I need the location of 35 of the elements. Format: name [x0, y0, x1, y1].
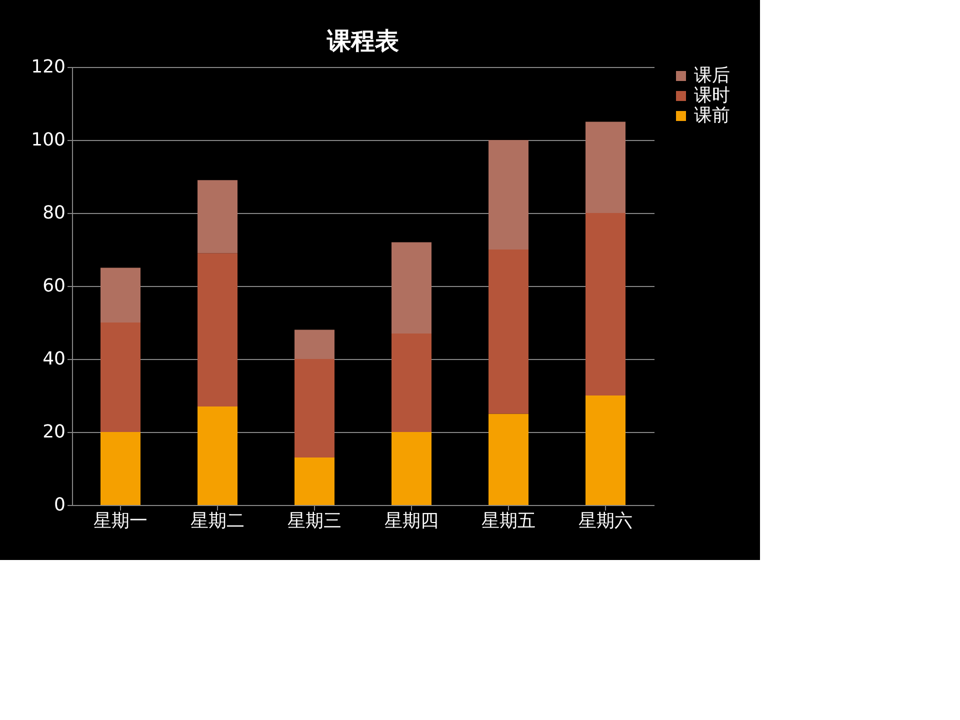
- bar: [488, 414, 528, 505]
- bar: [586, 213, 626, 396]
- x-tick-label: 星期六: [578, 510, 632, 532]
- y-tick-label: 100: [31, 130, 66, 150]
- bar: [488, 140, 528, 250]
- chart-title: 课程表: [326, 27, 399, 55]
- y-tick-label: 60: [42, 276, 66, 296]
- legend-label: 课时: [694, 85, 730, 106]
- bar: [586, 396, 626, 505]
- x-tick-label: 星期五: [482, 510, 536, 532]
- bar: [294, 359, 334, 458]
- bar: [198, 406, 238, 505]
- y-tick-label: 40: [42, 348, 66, 370]
- y-tick-label: 20: [42, 422, 66, 442]
- legend-label: 课前: [694, 105, 730, 126]
- y-tick-label: 80: [42, 202, 66, 224]
- bar: [392, 242, 432, 334]
- y-tick-label: 0: [54, 494, 66, 516]
- y-tick-label: 120: [31, 56, 66, 78]
- bar: [100, 432, 140, 505]
- x-tick-label: 星期四: [384, 510, 438, 532]
- x-tick-label: 星期二: [190, 510, 244, 532]
- bar: [488, 250, 528, 414]
- x-tick-label: 星期一: [94, 510, 148, 532]
- x-tick-label: 星期三: [288, 510, 342, 532]
- bar: [198, 180, 238, 254]
- bar: [198, 253, 238, 406]
- bar: [294, 330, 334, 359]
- bar: [586, 122, 626, 213]
- bar: [294, 458, 334, 505]
- bar: [100, 322, 140, 432]
- legend-label: 课后: [694, 65, 730, 86]
- bar: [392, 432, 432, 505]
- bar: [100, 268, 140, 322]
- bar: [392, 333, 432, 432]
